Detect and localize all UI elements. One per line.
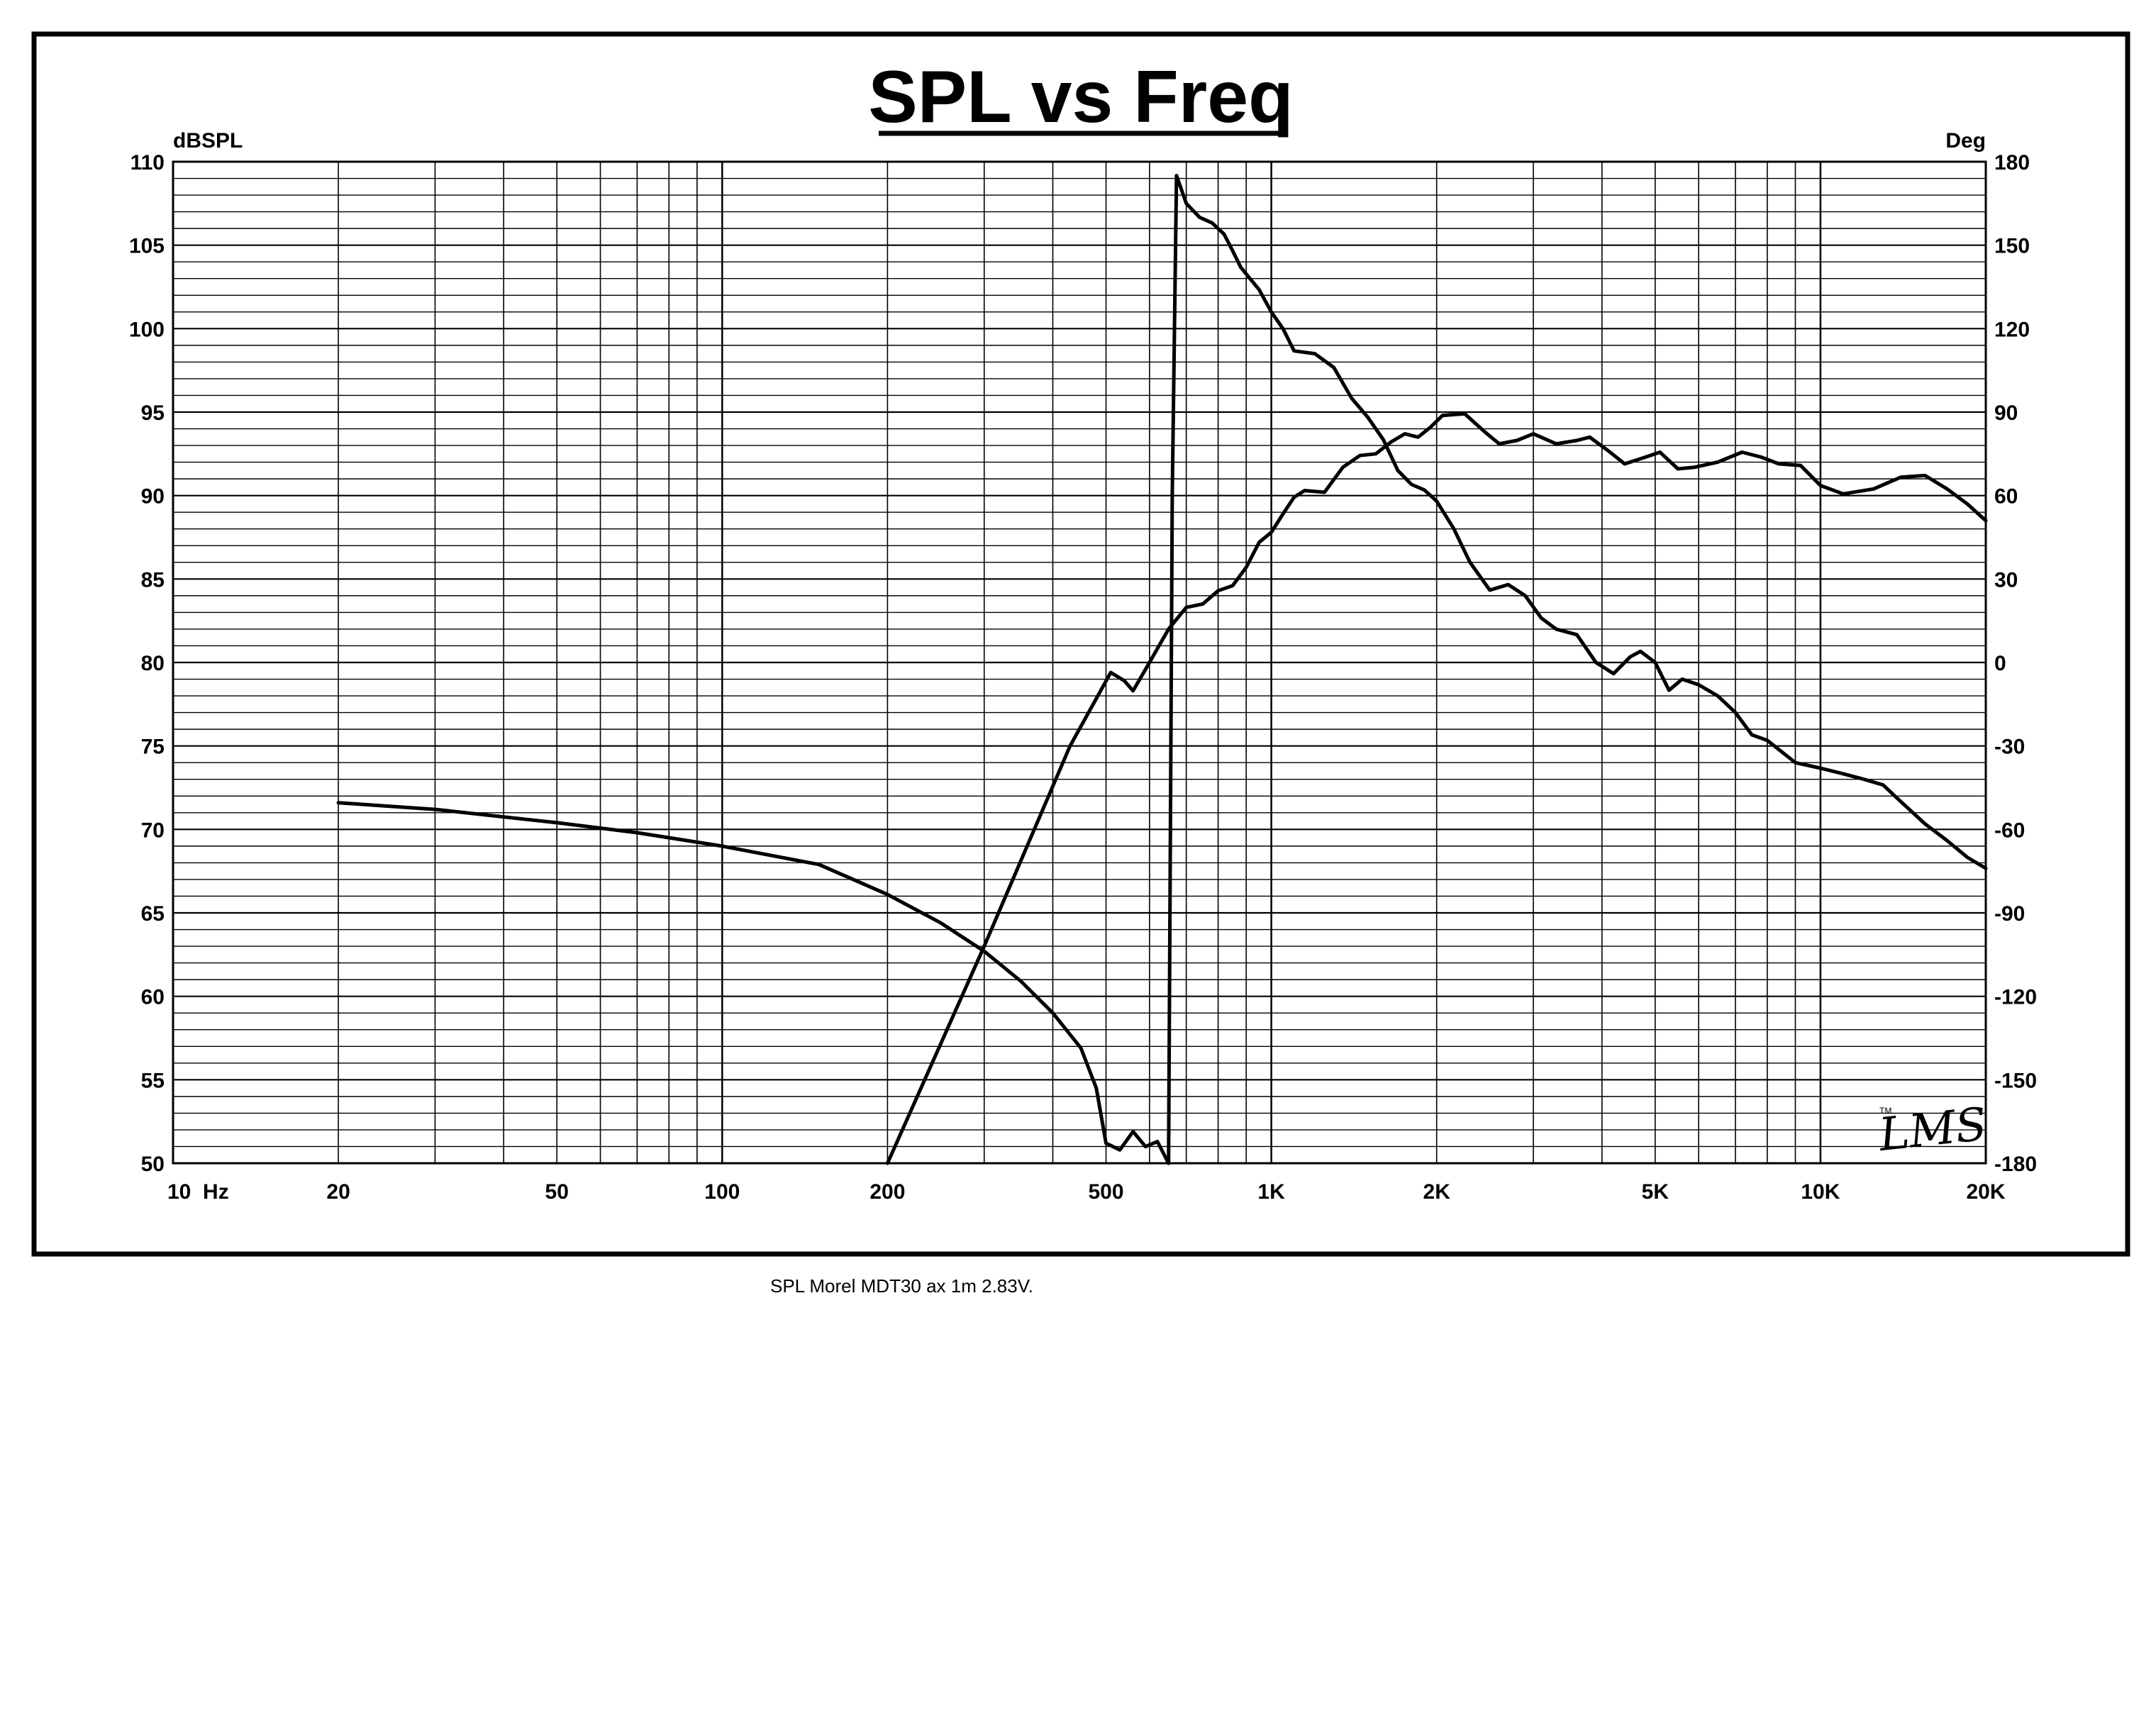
y-right-tick-label: 30: [1994, 568, 2018, 592]
y-left-tick-label: 110: [130, 151, 165, 174]
y-left-tick-label: 95: [141, 401, 165, 425]
y-right-tick-label: -120: [1994, 986, 2037, 1009]
tick-labels: 10 Hz 20 50 100 200 500 1K 2K 5K 10K 20K1101051009…: [129, 151, 2037, 1204]
series-line-3: [1167, 174, 1988, 1165]
y-left-tick-label: 70: [141, 819, 165, 842]
data-curves: [336, 174, 1988, 1165]
lms-logo: LMS: [1876, 1098, 1989, 1162]
series-line-2: [336, 801, 1171, 1165]
y-right-tick-label: 90: [1994, 401, 2018, 425]
y-right-tick-label: 120: [1994, 318, 2030, 341]
x-tick-label: 1K: [1257, 1180, 1285, 1204]
x-tick-label: 2K: [1423, 1180, 1451, 1204]
chart-caption: SPL Morel MDT30 ax 1m 2.83V.: [770, 1275, 1033, 1297]
series-line-1: [885, 411, 1988, 1165]
x-tick-label: 10 Hz: [167, 1180, 229, 1204]
y-right-tick-label: -60: [1994, 819, 2025, 842]
x-tick-label: 200: [869, 1180, 905, 1204]
x-tick-label: 20K: [1966, 1180, 2005, 1204]
x-tick-label: 100: [704, 1180, 740, 1204]
y-left-tick-label: 85: [141, 568, 165, 592]
plot-grid: [172, 160, 1987, 1165]
y-right-tick-label: -90: [1994, 902, 2025, 926]
y-left-unit-label: dBSPL: [173, 129, 243, 152]
y-left-tick-label: 90: [141, 485, 165, 509]
y-left-tick-label: 80: [141, 652, 165, 675]
chart-frame: [31, 31, 2130, 1257]
chart-title: SPL vs Freq: [868, 56, 1293, 138]
x-tick-label: 500: [1088, 1180, 1123, 1204]
y-left-tick-label: 50: [141, 1153, 165, 1176]
y-left-tick-label: 65: [141, 902, 165, 926]
y-right-tick-label: 60: [1994, 485, 2018, 509]
lms-tm: TM: [1879, 1106, 1891, 1116]
y-left-tick-label: 55: [141, 1069, 165, 1092]
y-right-tick-label: 0: [1994, 652, 2006, 675]
x-tick-label: 10K: [1801, 1180, 1840, 1204]
y-right-tick-label: 150: [1994, 235, 2030, 258]
y-left-tick-label: 100: [129, 318, 165, 341]
x-tick-label: 50: [545, 1180, 569, 1204]
y-right-tick-label: 180: [1994, 151, 2030, 174]
y-right-tick-label: -180: [1994, 1153, 2037, 1176]
y-left-tick-label: 105: [129, 235, 165, 258]
plot-border: [172, 160, 1987, 1165]
y-right-tick-label: -30: [1994, 736, 2025, 759]
x-tick-label: 5K: [1642, 1180, 1669, 1204]
y-left-tick-label: 60: [141, 986, 165, 1009]
y-right-tick-label: -150: [1994, 1069, 2037, 1092]
y-left-tick-label: 75: [141, 736, 165, 759]
y-right-unit-label: Deg: [1945, 129, 1986, 152]
x-tick-label: 20: [326, 1180, 350, 1204]
